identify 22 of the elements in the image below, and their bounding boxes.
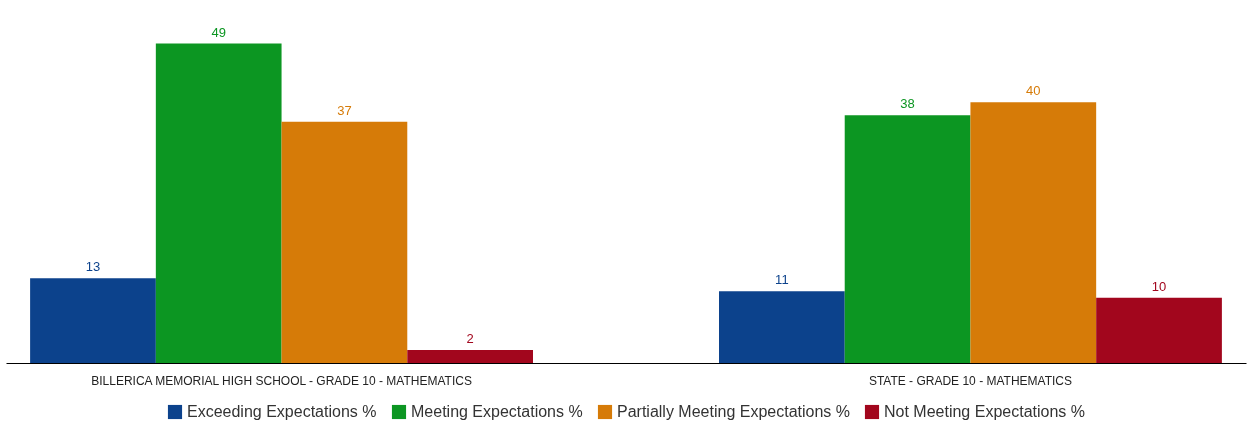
bar (970, 102, 1097, 363)
data-label: 38 (900, 96, 915, 112)
legend-label: Partially Meeting Expectations % (617, 403, 850, 420)
data-label: 10 (1151, 278, 1167, 294)
data-label: 40 (1026, 83, 1041, 99)
data-label: 11 (775, 272, 789, 288)
x-tick-label: BILLERICA MEMORIAL HIGH SCHOOL - GRADE 10 - MATHEMATICS (91, 373, 472, 388)
legend-label: Exceeding Expectations % (187, 403, 377, 420)
data-label: 2 (466, 330, 474, 346)
data-label: 13 (85, 259, 101, 275)
bar (719, 291, 845, 363)
legend-label: Meeting Expectations % (411, 403, 583, 420)
x-tick-label: STATE - GRADE 10 - MATHEMATICS (868, 373, 1073, 388)
data-label: 37 (337, 102, 352, 118)
bar (155, 43, 282, 363)
bar (281, 121, 408, 363)
bar (1096, 297, 1222, 363)
data-label: 49 (211, 24, 226, 40)
bar (407, 349, 533, 363)
bar (844, 115, 971, 363)
legend-label: Not Meeting Expectations % (884, 403, 1085, 420)
bar (30, 278, 156, 363)
